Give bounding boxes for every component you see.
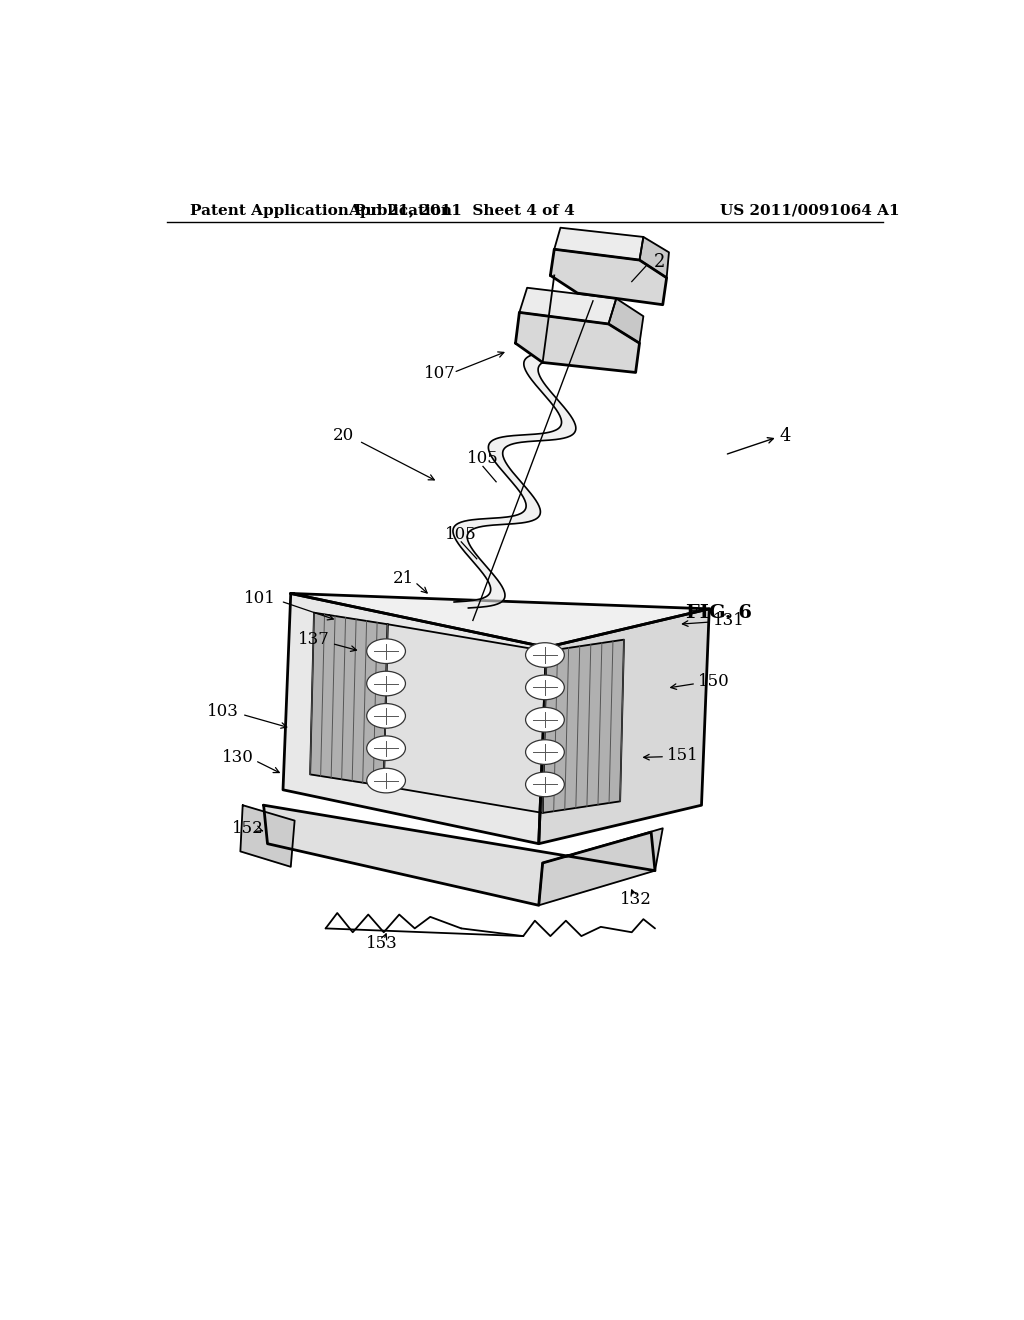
Text: Patent Application Publication: Patent Application Publication — [190, 203, 452, 218]
Text: FIG. 6: FIG. 6 — [685, 603, 752, 622]
Text: 137: 137 — [298, 631, 330, 648]
Polygon shape — [519, 288, 616, 323]
Ellipse shape — [367, 671, 406, 696]
Polygon shape — [543, 640, 624, 813]
Text: 105: 105 — [467, 450, 499, 467]
Polygon shape — [640, 238, 669, 277]
Polygon shape — [241, 805, 295, 867]
Ellipse shape — [525, 643, 564, 668]
Ellipse shape — [525, 675, 564, 700]
Polygon shape — [515, 313, 640, 372]
Ellipse shape — [367, 639, 406, 664]
Text: Apr. 21, 2011  Sheet 4 of 4: Apr. 21, 2011 Sheet 4 of 4 — [348, 203, 574, 218]
Text: 107: 107 — [424, 366, 457, 383]
Polygon shape — [453, 309, 611, 609]
Polygon shape — [283, 594, 547, 843]
Text: 151: 151 — [667, 747, 698, 764]
Polygon shape — [608, 298, 643, 343]
Polygon shape — [263, 805, 655, 906]
Text: 152: 152 — [232, 820, 264, 837]
Ellipse shape — [367, 737, 406, 760]
Ellipse shape — [367, 704, 406, 729]
Polygon shape — [310, 612, 388, 785]
Polygon shape — [554, 227, 643, 260]
Polygon shape — [384, 624, 547, 813]
Text: US 2011/0091064 A1: US 2011/0091064 A1 — [720, 203, 900, 218]
Text: 20: 20 — [333, 428, 354, 444]
Text: 103: 103 — [207, 702, 239, 719]
Polygon shape — [291, 594, 710, 647]
Ellipse shape — [367, 768, 406, 793]
Ellipse shape — [525, 772, 564, 797]
Polygon shape — [539, 829, 663, 906]
Text: 131: 131 — [713, 612, 745, 628]
Text: 150: 150 — [697, 673, 729, 690]
Text: 21: 21 — [392, 569, 414, 586]
Text: 4: 4 — [779, 426, 791, 445]
Polygon shape — [539, 609, 710, 843]
Text: 2: 2 — [653, 253, 665, 272]
Ellipse shape — [525, 739, 564, 764]
Polygon shape — [550, 249, 667, 305]
Text: 132: 132 — [620, 891, 651, 908]
Text: 153: 153 — [367, 936, 398, 952]
Text: 101: 101 — [244, 590, 275, 607]
Ellipse shape — [525, 708, 564, 733]
Text: 130: 130 — [222, 748, 254, 766]
Text: 105: 105 — [445, 525, 477, 543]
